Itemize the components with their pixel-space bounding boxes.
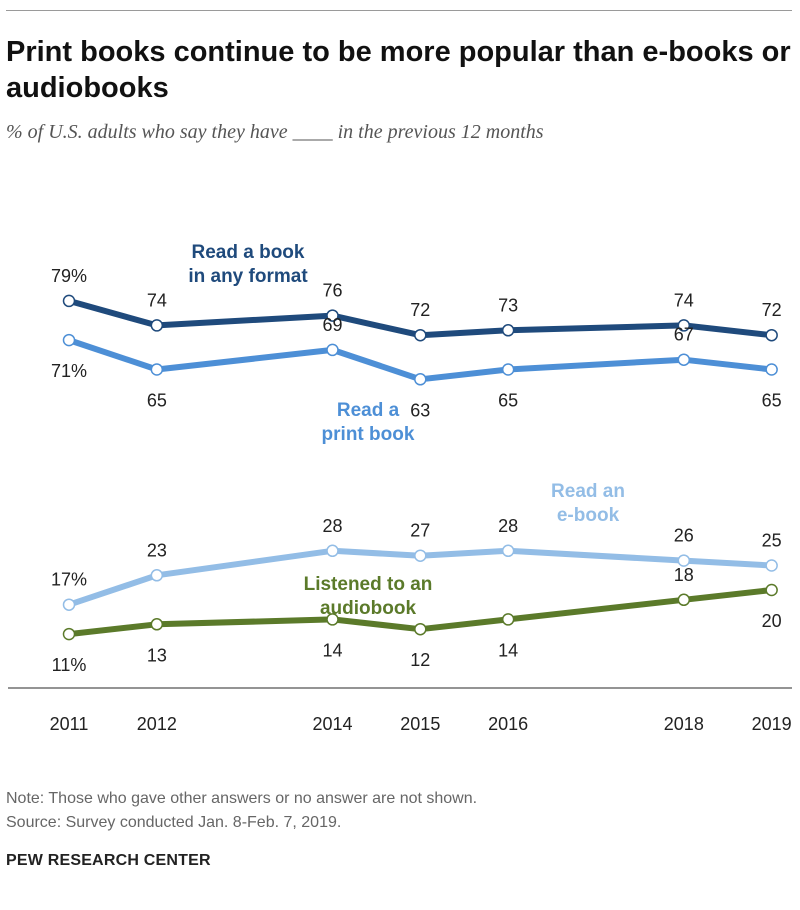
data-point: [677, 554, 691, 567]
top-rule: [6, 10, 792, 11]
chart-source: Source: Survey conducted Jan. 8-Feb. 7, …: [6, 814, 342, 831]
data-label: 72: [410, 300, 430, 320]
data-label: 76: [322, 281, 342, 301]
data-label: 26: [674, 526, 694, 546]
data-label: 18: [674, 565, 694, 585]
data-label: 20: [762, 611, 782, 631]
data-point: [326, 613, 339, 626]
data-label: 72: [762, 300, 782, 320]
data-label: 69: [322, 315, 342, 335]
data-point: [326, 544, 339, 558]
series-name-label: Read a book: [192, 242, 305, 263]
data-point: [765, 363, 778, 376]
data-point: [150, 569, 164, 582]
series-name-label: Read an: [551, 481, 625, 502]
data-label: 14: [498, 640, 518, 660]
data-label: 63: [410, 400, 430, 420]
data-point: [62, 333, 76, 347]
x-tick-label: 2015: [400, 714, 440, 734]
data-point: [765, 583, 778, 597]
data-label: 65: [147, 391, 167, 411]
x-tick-label: 2011: [50, 714, 89, 734]
data-point: [326, 343, 339, 357]
data-label: 65: [762, 391, 782, 411]
data-label: 28: [498, 516, 518, 536]
data-point: [62, 598, 76, 611]
data-label: 28: [322, 516, 342, 536]
x-tick-label: 2019: [752, 714, 792, 734]
x-tick-label: 2014: [312, 714, 352, 734]
series-name-label: Read a: [337, 400, 400, 421]
data-point: [414, 373, 427, 386]
data-point: [414, 549, 427, 562]
data-label: 14: [322, 640, 342, 660]
data-label: 79%: [51, 266, 87, 286]
data-label: 71%: [51, 361, 87, 381]
x-tick-label: 2018: [664, 714, 704, 734]
chart-note: Note: Those who gave other answers or no…: [6, 790, 478, 807]
data-point: [150, 618, 164, 631]
data-label: 17%: [51, 570, 87, 590]
data-point: [326, 309, 339, 322]
data-point: [501, 363, 515, 376]
data-label: 74: [147, 290, 167, 310]
data-point: [501, 544, 515, 558]
series-name-label: print book: [322, 424, 415, 445]
series-name-label: e-book: [557, 505, 620, 526]
data-point: [677, 319, 691, 332]
data-label: 13: [147, 645, 167, 665]
data-label: 23: [147, 540, 167, 560]
data-point: [501, 613, 515, 626]
data-point: [414, 328, 427, 342]
chart-subtitle: % of U.S. adults who say they have ____ …: [6, 121, 544, 143]
data-label: 67: [674, 325, 694, 345]
data-point: [150, 319, 164, 332]
x-tick-label: 2016: [488, 714, 528, 734]
data-point: [677, 353, 691, 366]
data-label: 11%: [52, 655, 87, 675]
x-tick-label: 2012: [137, 714, 177, 734]
data-point: [765, 328, 778, 342]
data-label: 25: [762, 531, 782, 551]
data-label: 27: [410, 521, 430, 541]
series-name-label: audiobook: [320, 598, 416, 619]
chart-title: Print books continue to be more popular …: [6, 36, 791, 104]
data-point: [677, 593, 691, 607]
data-label: 74: [674, 290, 694, 310]
data-point: [765, 559, 778, 572]
data-point: [501, 324, 515, 337]
data-point: [62, 627, 76, 641]
data-label: 12: [410, 650, 430, 670]
series-name-label: Listened to an: [304, 574, 433, 595]
brand-name: PEW RESEARCH CENTER: [6, 852, 211, 869]
data-label: 65: [498, 391, 518, 411]
data-point: [150, 363, 164, 376]
data-label: 73: [498, 295, 518, 315]
data-point: [62, 294, 76, 308]
series-name-label: in any format: [188, 266, 308, 287]
data-point: [414, 622, 427, 636]
